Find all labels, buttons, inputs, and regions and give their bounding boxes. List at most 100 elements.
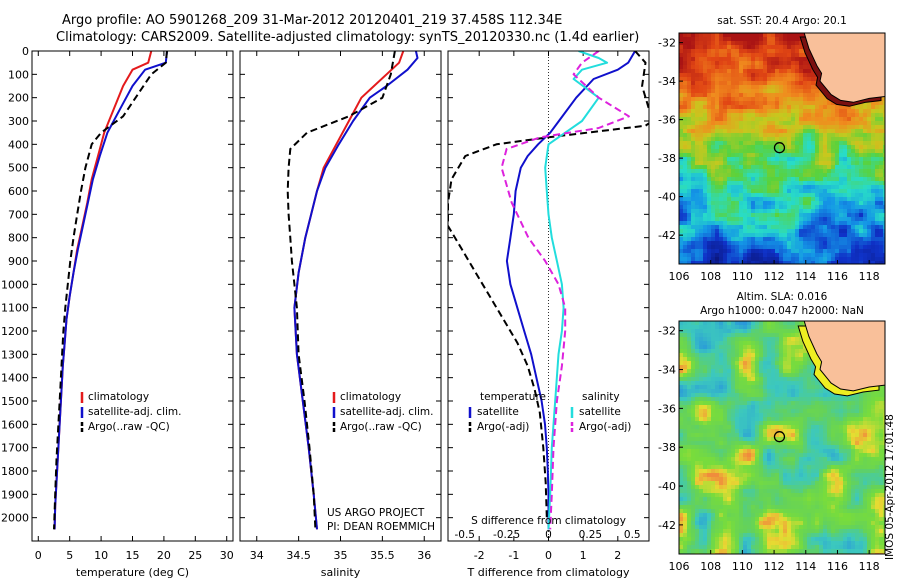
sla-cell	[715, 445, 719, 449]
sla-cell	[711, 469, 715, 473]
sst-cell	[875, 153, 879, 157]
sst-cell	[751, 161, 755, 165]
sst-cell	[727, 137, 731, 141]
sla-cell	[775, 429, 779, 433]
sla-cell	[679, 413, 683, 417]
sla-cell	[747, 425, 751, 429]
sst-cell	[759, 213, 763, 217]
sst-cell	[779, 33, 783, 37]
sla-cell	[683, 341, 687, 345]
sst-cell	[743, 161, 747, 165]
sst-cell	[687, 133, 691, 137]
sst-cell	[799, 197, 803, 201]
sst-cell	[755, 85, 759, 89]
sla-cell	[771, 361, 775, 365]
sst-cell	[795, 109, 799, 113]
sla-cell	[707, 361, 711, 365]
sla-cell	[679, 489, 683, 493]
sla-cell	[743, 413, 747, 417]
sst-cell	[683, 113, 687, 117]
sst-cell	[767, 177, 771, 181]
sla-cell	[699, 449, 703, 453]
sst-cell	[679, 153, 683, 157]
sst-cell	[739, 161, 743, 165]
sst-cell	[811, 81, 815, 85]
sst-cell	[755, 157, 759, 161]
sst-cell	[867, 241, 871, 245]
sst-cell	[723, 229, 727, 233]
sst-cell	[791, 249, 795, 253]
sst-cell	[731, 141, 735, 145]
sla-cell	[683, 489, 687, 493]
sla-cell	[759, 505, 763, 509]
sst-cell	[791, 145, 795, 149]
sla-cell	[679, 345, 683, 349]
sla-cell	[759, 529, 763, 533]
sla-cell	[759, 537, 763, 541]
sla-cell	[763, 437, 767, 441]
sst-cell	[815, 209, 819, 213]
sla-cell	[791, 469, 795, 473]
sst-cell	[831, 121, 835, 125]
sla-cell	[743, 337, 747, 341]
sst-cell	[783, 73, 787, 77]
sla-cell	[755, 429, 759, 433]
sst-cell	[835, 165, 839, 169]
sst-cell	[775, 197, 779, 201]
sla-cell	[715, 505, 719, 509]
sst-cell	[695, 177, 699, 181]
sst-cell	[803, 229, 807, 233]
sla-cell	[723, 501, 727, 505]
sst-cell	[731, 61, 735, 65]
sst-cell	[775, 173, 779, 177]
sst-cell	[807, 89, 811, 93]
sst-cell	[687, 41, 691, 45]
sla-cell	[763, 357, 767, 361]
sst-cell	[731, 53, 735, 57]
sst-cell	[819, 197, 823, 201]
sla-cell	[747, 545, 751, 549]
sla-cell	[743, 353, 747, 357]
sla-cell	[731, 401, 735, 405]
sla-cell	[691, 397, 695, 401]
sst-cell	[703, 109, 707, 113]
sst-cell	[795, 185, 799, 189]
sla-cell	[699, 541, 703, 545]
sst-cell	[755, 201, 759, 205]
sla-cell	[683, 529, 687, 533]
sla-cell	[759, 413, 763, 417]
sla-cell	[699, 349, 703, 353]
sla-cell	[691, 533, 695, 537]
sst-cell	[783, 113, 787, 117]
sst-cell	[751, 201, 755, 205]
sla-cell	[791, 329, 795, 333]
sla-cell	[695, 361, 699, 365]
sla-cell	[683, 357, 687, 361]
sst-cell	[883, 173, 885, 177]
sla-cell	[775, 425, 779, 429]
sst-cell	[739, 197, 743, 201]
sla-cell	[771, 345, 775, 349]
sst-cell	[803, 117, 807, 121]
sla-cell	[703, 329, 707, 333]
sla-cell	[747, 517, 751, 521]
sst-cell	[779, 149, 783, 153]
sst-cell	[795, 121, 799, 125]
sst-cell	[831, 221, 835, 225]
sla-cell	[739, 469, 743, 473]
sla-cell	[783, 549, 787, 553]
sst-cell	[771, 173, 775, 177]
sla-cell	[711, 421, 715, 425]
sla-cell	[687, 393, 691, 397]
sst-cell	[827, 233, 831, 237]
sst-cell	[751, 257, 755, 261]
sst-cell	[839, 161, 843, 165]
sst-cell	[783, 93, 787, 97]
sla-cell	[783, 361, 787, 365]
sst-cell	[859, 181, 863, 185]
sla-cell	[719, 457, 723, 461]
sst-cell	[711, 61, 715, 65]
sst-cell	[775, 65, 779, 69]
sst-cell	[879, 129, 883, 133]
sst-cell	[767, 217, 771, 221]
